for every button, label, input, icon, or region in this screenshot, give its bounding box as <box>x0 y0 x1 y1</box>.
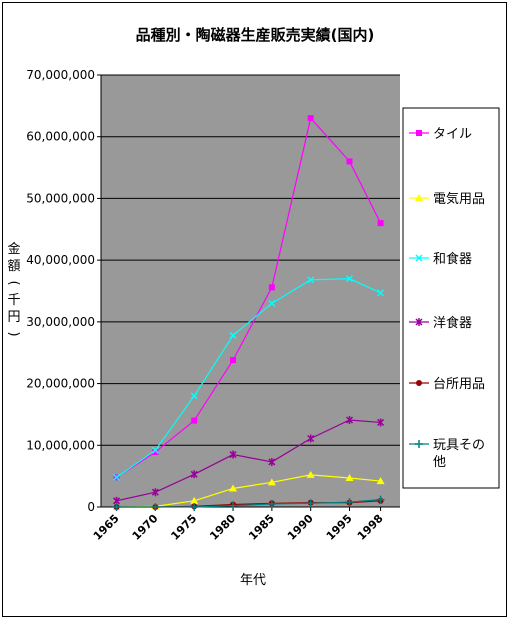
data-point <box>307 276 315 284</box>
data-point <box>268 284 275 291</box>
legend-swatch-marker <box>415 440 423 448</box>
data-point <box>268 299 276 307</box>
y-tick-label: 20,000,000 <box>26 377 95 391</box>
data-point <box>229 501 238 510</box>
legend-item: 台所用品 <box>409 377 485 392</box>
legend-label: 他 <box>433 455 446 470</box>
data-point <box>377 418 385 427</box>
data-point <box>229 331 237 339</box>
x-tick-label: 1998 <box>355 512 386 543</box>
data-point <box>190 496 199 504</box>
data-point <box>190 470 198 479</box>
series-3 <box>113 275 385 481</box>
data-point <box>113 473 121 481</box>
data-point <box>151 488 159 497</box>
data-point <box>307 434 315 443</box>
x-tick-label: 1995 <box>324 512 355 543</box>
legend-swatch-marker <box>415 318 423 326</box>
data-point <box>151 446 159 454</box>
y-axis-ticks: 0 10,000,000 20,000,000 30,000,000 40,000,00… <box>26 68 400 514</box>
series-4 <box>113 415 385 505</box>
legend-item: 洋食器 <box>409 315 472 331</box>
y-tick-label: 50,000,000 <box>26 191 95 205</box>
legend-label: タイル <box>433 127 472 142</box>
x-tick-label: 1985 <box>246 512 277 543</box>
data-point <box>376 477 385 485</box>
data-point <box>267 478 276 486</box>
series-6 <box>112 495 385 511</box>
y-axis-label-char: 千 <box>7 293 20 308</box>
data-point <box>306 470 315 478</box>
data-point <box>267 499 276 508</box>
y-axis-label-char: ) <box>6 331 21 336</box>
y-tick-label: 0 <box>87 500 95 514</box>
chart-title: 品種別・陶磁器生産販売実績(国内) <box>136 26 375 44</box>
legend-label: 電気用品 <box>433 191 485 207</box>
x-tick-label: 1980 <box>207 512 238 543</box>
x-tick-label: 1970 <box>130 512 161 543</box>
data-point <box>377 289 385 297</box>
data-point <box>307 115 314 122</box>
data-point <box>345 275 354 283</box>
x-tick-label: 1975 <box>168 512 199 543</box>
y-axis-label-char: 円 <box>7 310 20 325</box>
y-axis-label-char: ( <box>6 280 21 285</box>
legend-label: 和食器 <box>433 251 472 267</box>
series-line <box>116 474 381 508</box>
y-axis-label: 金額 ( 千円) <box>6 241 21 337</box>
plot-area <box>101 75 400 507</box>
series-1 <box>113 115 384 481</box>
y-tick-label: 30,000,000 <box>26 315 95 329</box>
legend-label: 玩具その <box>433 438 485 453</box>
data-point <box>152 449 159 456</box>
legend-swatch-marker <box>415 254 423 262</box>
x-tick-label: 1990 <box>285 512 316 543</box>
y-tick-label: 60,000,000 <box>26 130 95 144</box>
legend-box <box>402 107 500 489</box>
data-point <box>345 473 354 481</box>
y-tick-label: 10,000,000 <box>26 438 95 452</box>
data-point <box>268 457 276 466</box>
data-point <box>112 503 121 511</box>
data-point <box>229 484 238 492</box>
data-point <box>306 499 315 508</box>
data-point <box>230 357 237 364</box>
x-tick-label: 1965 <box>91 512 122 543</box>
y-axis-label-char: 額 <box>7 259 20 274</box>
series-line <box>116 278 381 478</box>
data-point <box>345 498 354 507</box>
legend-swatch-marker <box>415 194 423 201</box>
x-axis-label: 年代 <box>240 573 266 588</box>
series-line <box>116 498 381 508</box>
series-group <box>112 115 385 511</box>
legend-swatch-marker <box>416 130 422 136</box>
series-line <box>116 116 382 478</box>
data-point <box>191 417 198 424</box>
legend-label: 台所用品 <box>433 377 485 392</box>
data-point <box>151 503 160 511</box>
legend-label: 洋食器 <box>433 315 472 331</box>
data-point <box>345 415 354 424</box>
y-axis-label-char: 金 <box>7 241 20 257</box>
legend-item: 和食器 <box>409 251 472 267</box>
series-line <box>116 419 381 502</box>
data-point <box>346 158 353 165</box>
data-point <box>377 220 384 227</box>
data-point <box>376 495 385 504</box>
data-point <box>229 450 237 459</box>
legend-item: 電気用品 <box>409 191 485 207</box>
data-point <box>190 392 198 400</box>
legend-item: タイル <box>409 127 472 142</box>
y-tick-label: 70,000,000 <box>26 68 95 82</box>
gridlines <box>101 74 400 446</box>
legend-swatch-marker <box>416 380 422 386</box>
y-tick-label: 40,000,000 <box>26 253 95 267</box>
data-point <box>190 503 199 511</box>
x-axis-ticks: 1965 1970 1975 1980 1985 1990 1995 1998 <box>91 507 386 543</box>
